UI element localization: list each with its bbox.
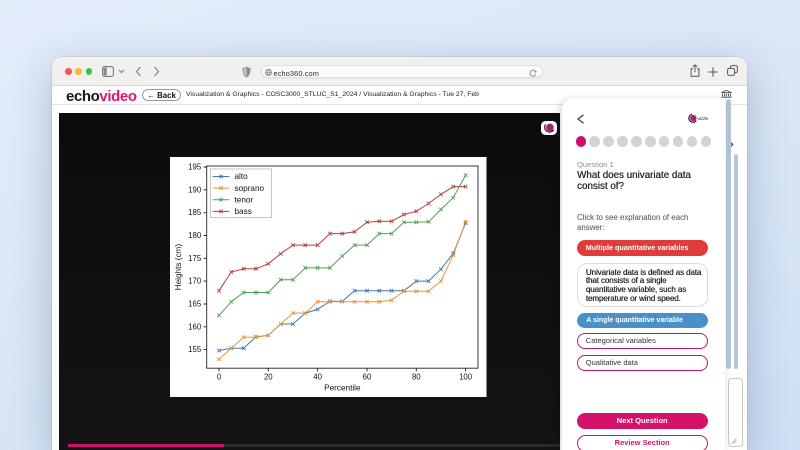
svg-text:uizzle: uizzle bbox=[698, 116, 710, 121]
svg-text:185: 185 bbox=[188, 208, 202, 217]
svg-text:60: 60 bbox=[363, 373, 372, 382]
svg-text:160: 160 bbox=[188, 322, 202, 331]
svg-text:0: 0 bbox=[217, 373, 222, 382]
svg-text:190: 190 bbox=[188, 185, 202, 194]
svg-text:40: 40 bbox=[313, 373, 322, 382]
svg-text:80: 80 bbox=[412, 373, 421, 382]
svg-text:Heights (cm): Heights (cm) bbox=[174, 244, 183, 291]
svg-text:180: 180 bbox=[188, 231, 202, 240]
svg-text:175: 175 bbox=[188, 254, 202, 263]
svg-text:155: 155 bbox=[188, 345, 202, 354]
svg-text:Percentile: Percentile bbox=[324, 384, 361, 393]
svg-text:100: 100 bbox=[459, 373, 473, 382]
svg-text:195: 195 bbox=[188, 163, 202, 172]
svg-text:165: 165 bbox=[188, 300, 202, 309]
svg-text:alto: alto bbox=[235, 172, 249, 181]
svg-text:soprano: soprano bbox=[235, 184, 265, 193]
svg-text:170: 170 bbox=[188, 277, 202, 286]
svg-text:20: 20 bbox=[264, 373, 273, 382]
svg-text:bass: bass bbox=[235, 207, 252, 216]
svg-text:tenor: tenor bbox=[235, 195, 254, 204]
